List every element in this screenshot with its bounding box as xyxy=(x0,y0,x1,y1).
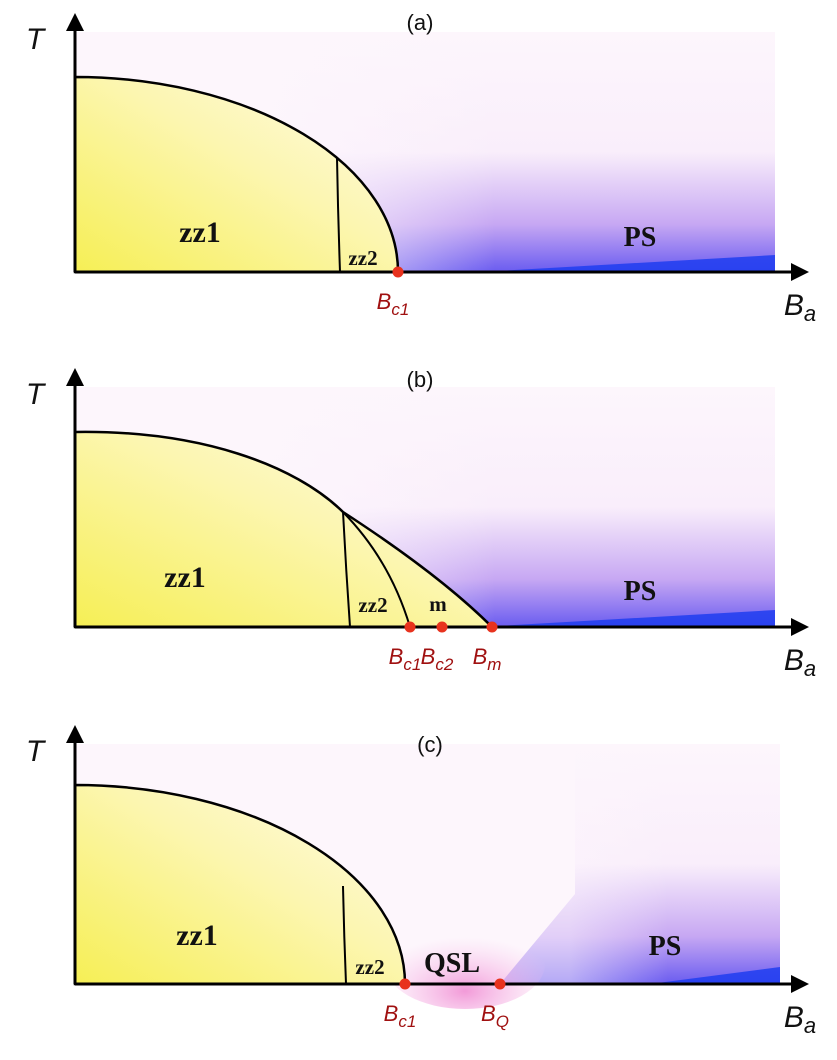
phase-boundary xyxy=(342,885,347,985)
ordered-dome xyxy=(73,75,400,274)
point-label-main: B xyxy=(389,644,404,669)
point-label-sub: c1 xyxy=(398,1012,416,1031)
point-label-main: B xyxy=(481,1001,496,1026)
point-label-sub: Q xyxy=(496,1012,509,1031)
region-label: zz1 xyxy=(164,561,206,594)
blue-wedge xyxy=(650,967,780,984)
point-label: Bc1 xyxy=(389,644,422,674)
region-label: QSL xyxy=(424,948,480,979)
ordered-dome xyxy=(73,430,496,629)
region-label: zz1 xyxy=(176,919,218,952)
point-label-sub: c2 xyxy=(435,655,454,674)
region-label: zz2 xyxy=(348,246,377,270)
ordered-dome xyxy=(73,783,407,986)
point-label: Bc1 xyxy=(377,289,410,319)
x-axis-label: Ba xyxy=(784,1001,816,1038)
region-label: PS xyxy=(649,931,682,962)
blue-wedge xyxy=(480,610,775,627)
y-axis-label: T xyxy=(26,378,47,411)
region-label: PS xyxy=(624,222,657,253)
region-label: zz2 xyxy=(358,593,387,617)
x-axis-label-sub: a xyxy=(804,301,816,326)
point-label-main: B xyxy=(473,644,488,669)
x-axis-label: Ba xyxy=(784,289,816,326)
point-label: Bm xyxy=(473,644,502,674)
x-axis-label-sub: a xyxy=(804,1013,816,1038)
phase-boundary xyxy=(336,157,341,273)
panel-label: (b) xyxy=(407,367,434,392)
y-axis-label: T xyxy=(26,23,47,56)
region-label: zz1 xyxy=(179,216,221,249)
qsl-region xyxy=(385,919,545,1009)
panel-label: (a) xyxy=(407,10,434,35)
x-axis-label-sub: a xyxy=(804,656,816,681)
region-label: zz2 xyxy=(355,955,384,979)
critical-point xyxy=(486,621,498,633)
critical-point xyxy=(392,266,404,278)
phase-boundary xyxy=(342,511,411,628)
critical-point xyxy=(494,978,506,990)
y-axis-label: T xyxy=(26,735,47,768)
x-axis-label-main: B xyxy=(784,1001,804,1034)
point-label-main: B xyxy=(377,289,392,314)
point-label-sub: m xyxy=(487,655,501,674)
x-axis-label: Ba xyxy=(784,644,816,681)
blue-wedge xyxy=(480,255,775,272)
x-axis-label-main: B xyxy=(784,644,804,677)
region-label: m xyxy=(429,592,447,616)
haze-fade xyxy=(500,744,780,984)
point-label-sub: c1 xyxy=(391,300,409,319)
x-axis-label-main: B xyxy=(784,289,804,322)
critical-point xyxy=(404,621,416,633)
critical-point xyxy=(436,621,448,633)
point-label-main: B xyxy=(384,1001,399,1026)
point-label: Bc2 xyxy=(421,644,454,674)
point-label-sub: c1 xyxy=(403,655,421,674)
point-label: Bc1 xyxy=(384,1001,417,1031)
critical-point xyxy=(399,978,411,990)
region-label: PS xyxy=(624,576,657,607)
panel-label: (c) xyxy=(417,732,443,757)
phase-boundary xyxy=(342,511,351,628)
point-label-main: B xyxy=(421,644,436,669)
point-label: BQ xyxy=(481,1001,509,1031)
